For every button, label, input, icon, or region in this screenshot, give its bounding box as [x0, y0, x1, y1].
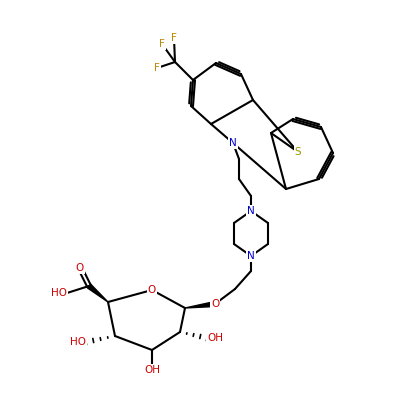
Text: S: S: [295, 147, 301, 157]
Polygon shape: [185, 302, 215, 308]
Text: N: N: [247, 206, 255, 216]
Text: HO: HO: [51, 288, 67, 298]
Text: O: O: [148, 285, 156, 295]
Text: O: O: [76, 263, 84, 273]
Polygon shape: [87, 284, 108, 302]
Text: F: F: [171, 33, 177, 43]
Text: OH: OH: [144, 365, 160, 375]
Text: F: F: [159, 39, 165, 49]
Text: F: F: [154, 63, 160, 73]
Text: HO: HO: [70, 337, 86, 347]
Text: OH: OH: [207, 333, 223, 343]
Text: N: N: [247, 251, 255, 261]
Text: N: N: [229, 138, 237, 148]
Text: O: O: [211, 299, 219, 309]
